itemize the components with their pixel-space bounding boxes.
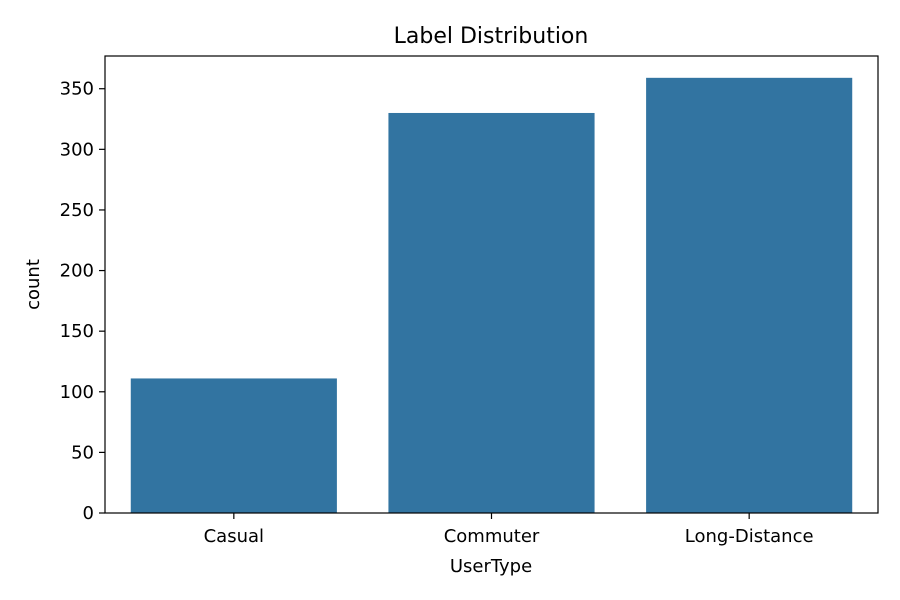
bar-commuter — [388, 112, 595, 513]
x-axis-label: UserType — [450, 556, 532, 577]
y-tick-label: 150 — [60, 321, 94, 342]
y-tick-label: 250 — [60, 200, 94, 221]
y-tick-label: 300 — [60, 139, 94, 160]
bars-group — [130, 77, 853, 513]
y-tick-label: 200 — [60, 261, 94, 282]
x-tick-label: Long-Distance — [685, 526, 814, 547]
y-tick-label: 100 — [60, 382, 94, 403]
bar-long-distance — [646, 77, 853, 513]
y-axis-ticks: 0 50 100 150 200 250 300 350 — [60, 79, 105, 524]
x-tick-label: Commuter — [444, 526, 540, 547]
chart-title: Label Distribution — [394, 24, 589, 49]
y-tick-label: 0 — [83, 503, 94, 524]
x-tick-label: Casual — [204, 526, 264, 547]
y-tick-label: 50 — [71, 442, 94, 463]
plot-frame — [104, 55, 879, 514]
bar-casual — [130, 378, 337, 513]
y-tick-label: 350 — [60, 79, 94, 100]
y-axis-label: count — [23, 259, 44, 310]
x-axis-ticks: Casual Commuter Long-Distance — [204, 513, 814, 547]
